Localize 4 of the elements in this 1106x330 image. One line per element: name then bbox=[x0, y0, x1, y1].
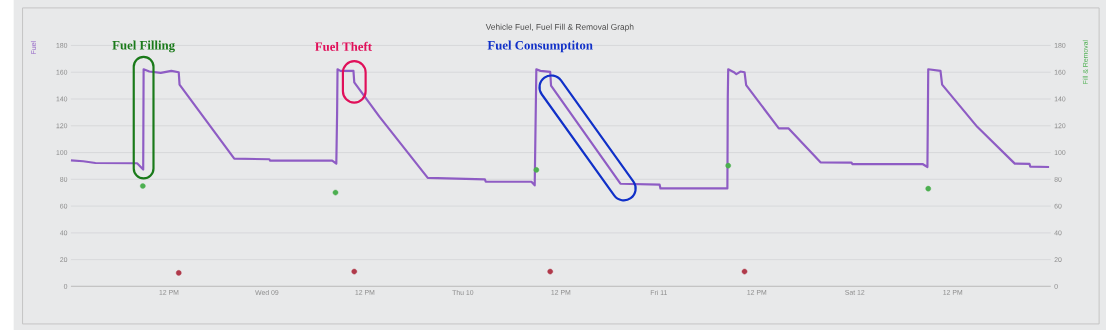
annotation: Fuel Consumptiton bbox=[487, 40, 593, 53]
chart-title: Vehicle Fuel, Fuel Fill & Removal Graph bbox=[485, 23, 634, 32]
annotation: Fuel Filling bbox=[112, 40, 175, 53]
annotation: Fuel Theft bbox=[315, 41, 372, 52]
